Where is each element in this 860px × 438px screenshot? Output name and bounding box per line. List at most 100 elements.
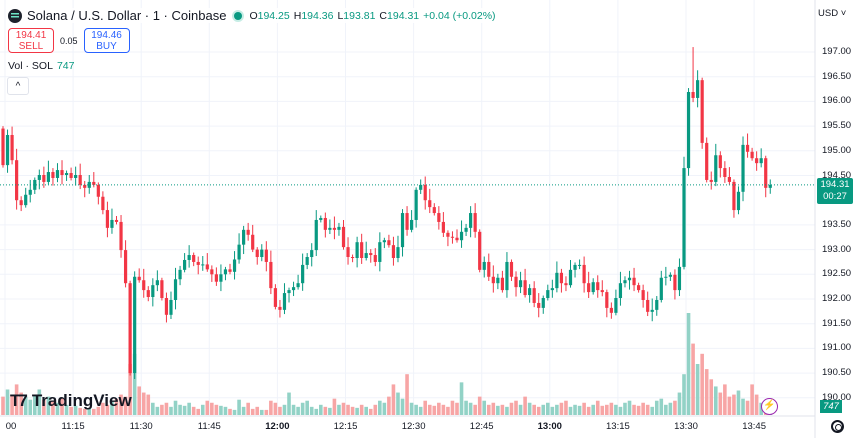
time-tick: 13:30: [674, 421, 698, 432]
volume-bar: [32, 394, 37, 415]
volume-bar: [582, 402, 586, 415]
volume-bar: [605, 404, 609, 415]
volume-bar: [745, 400, 750, 415]
buy-button[interactable]: 194.46 BUY: [83, 28, 130, 53]
volume-bar: [695, 364, 700, 415]
volume-bar: [523, 396, 527, 415]
volume-bar: [341, 402, 346, 415]
candle-body: [555, 272, 559, 289]
candle-body: [264, 249, 268, 262]
high-label: H: [293, 9, 302, 22]
candle-body: [178, 269, 182, 280]
candle-body: [46, 172, 50, 182]
candle-body: [350, 257, 355, 259]
volume-legend[interactable]: Vol · SOL 747: [8, 60, 74, 72]
price-tick: 196.00: [822, 95, 852, 107]
volume-bar: [486, 404, 491, 415]
time-tick: 12:45: [469, 421, 494, 432]
volume-bar: [264, 409, 269, 415]
volume-bar: [114, 398, 119, 415]
volume-bar: [346, 404, 350, 415]
sell-button[interactable]: 194.41 SELL: [8, 28, 54, 53]
volume-bar: [123, 396, 128, 415]
candle-body: [691, 92, 695, 98]
candle-body: [550, 288, 554, 291]
volume-bar: [82, 408, 87, 415]
candle-body: [164, 298, 169, 315]
volume-bar: [723, 384, 727, 415]
candle-body: [646, 299, 650, 312]
candle-body: [60, 170, 64, 176]
price-tick: 197.00: [822, 46, 852, 57]
volume-bar: [210, 402, 214, 415]
volume-bar: [110, 400, 114, 415]
volume-bar: [496, 405, 500, 415]
candle-body: [482, 261, 486, 270]
candle-body: [423, 184, 427, 201]
volume-bar: [278, 406, 282, 415]
candle-body: [727, 176, 731, 182]
lightning-icon[interactable]: ⚡: [761, 398, 778, 415]
candle-body: [255, 249, 259, 258]
volume-bar: [60, 398, 64, 415]
candle-body: [532, 288, 536, 303]
candle-body: [287, 290, 291, 294]
candle-body: [568, 269, 573, 286]
candle-body: [373, 255, 377, 262]
volume-bar: [645, 404, 650, 415]
candle-body: [655, 299, 659, 310]
volume-bar: [546, 402, 550, 415]
tradingview-watermark[interactable]: T7 TradingView: [10, 391, 132, 411]
open-value: 194.25: [257, 9, 290, 22]
candle-body: [142, 280, 146, 291]
candle-body: [237, 244, 241, 260]
candle-body: [146, 290, 150, 298]
candle-body: [83, 184, 87, 188]
sell-price: 194.41: [15, 30, 47, 41]
candle-body: [42, 175, 46, 182]
volume-bar: [241, 406, 246, 415]
candle-body: [319, 217, 323, 220]
volume-bar: [664, 404, 668, 415]
price-tick: 190.00: [822, 391, 852, 403]
candle-body: [759, 158, 763, 164]
candle-body: [605, 292, 609, 308]
volume-bar: [291, 404, 296, 415]
volume-value: 747: [56, 60, 75, 72]
spread-value: 0.05: [60, 35, 78, 46]
collapse-legend-button[interactable]: ^: [7, 77, 29, 95]
volume-bar: [450, 400, 455, 415]
candle-body: [387, 240, 391, 246]
candle-body: [491, 276, 495, 284]
candle-body: [523, 280, 527, 296]
symbol-title[interactable]: Solana / U.S. Dollar · 1 · Coinbase: [27, 8, 227, 23]
buy-label: BUY: [96, 41, 117, 52]
volume-bar: [673, 400, 677, 415]
volume-bar: [441, 404, 446, 415]
candle-body: [51, 172, 55, 178]
volume-bar: [323, 406, 328, 415]
volume-bar: [128, 364, 132, 415]
volume-bar: [509, 402, 514, 415]
volume-bar: [682, 374, 686, 415]
volume-bar: [414, 404, 418, 415]
volume-bar: [319, 404, 323, 415]
candle-body: [405, 213, 409, 230]
candle-body: [341, 226, 346, 248]
candle-body: [37, 175, 41, 180]
candle-body: [105, 210, 110, 228]
price-tick: 190.50: [822, 367, 852, 379]
volume-bar: [627, 400, 632, 415]
time-tick: 13:15: [606, 421, 630, 432]
candle-body: [700, 80, 704, 143]
current-price: 194.31: [820, 179, 850, 190]
volume-bar: [182, 405, 187, 415]
candle-body: [151, 285, 155, 298]
close-label: C: [379, 9, 388, 22]
settings-gear-icon[interactable]: [831, 420, 844, 433]
volume-bar: [632, 404, 636, 415]
volume-bar: [46, 396, 51, 415]
currency-select[interactable]: USD ˅: [818, 8, 847, 19]
candle-body: [723, 168, 727, 177]
